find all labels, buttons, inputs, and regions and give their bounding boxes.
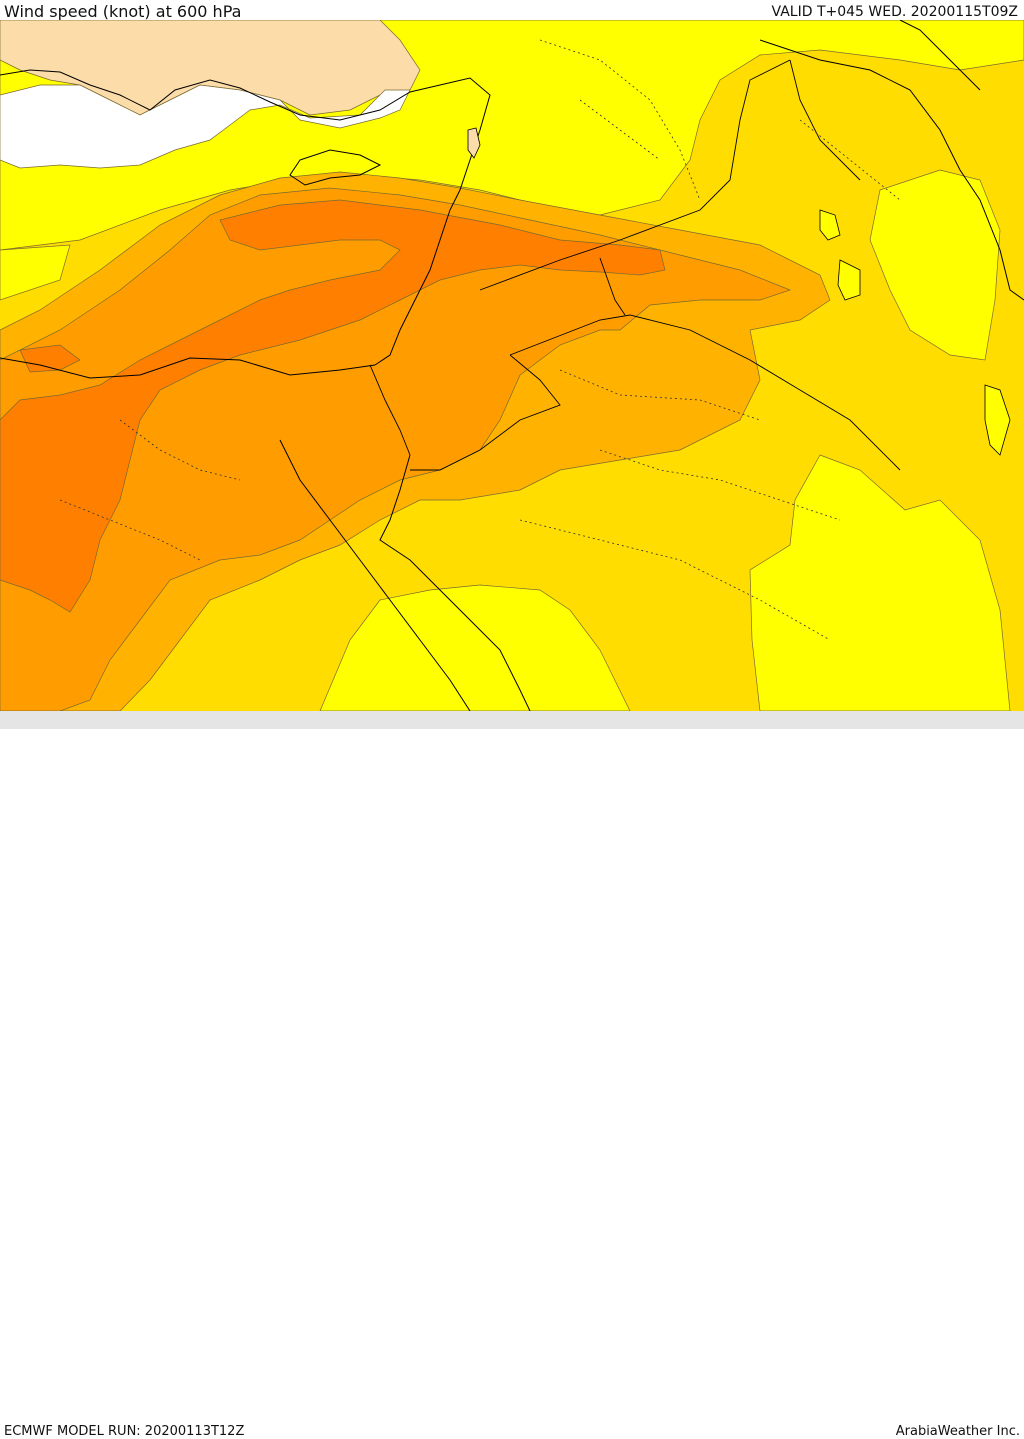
border-iraq-saudi	[599, 257, 626, 316]
island-qatar	[819, 209, 841, 241]
internal-borders	[59, 39, 901, 641]
border-jordan-iraq	[479, 59, 791, 291]
coastline-gulf	[759, 39, 1024, 301]
border-egypt-sudan-east	[369, 364, 411, 456]
map-footer: ECMWF MODEL RUN: 20200113T12Z ArabiaWeat…	[0, 711, 1024, 1439]
coastline-egypt	[0, 357, 376, 379]
contour-orange-3	[0, 199, 666, 613]
lake-dead-sea	[467, 127, 481, 159]
valid-time: VALID T+045 WED. 20200115T09Z	[771, 4, 1018, 20]
credit-label: ArabiaWeather Inc.	[895, 1424, 1020, 1439]
coastline-caspian	[899, 20, 981, 91]
contour-orange-3b	[19, 344, 81, 373]
contour-yellow-east	[869, 169, 1001, 361]
contour-yellow-south	[319, 584, 631, 711]
contour-white	[0, 84, 411, 169]
coastline-redsea-east	[379, 454, 531, 711]
model-run: ECMWF MODEL RUN: 20200113T12Z	[4, 1424, 245, 1439]
map-header: Wind speed (knot) at 600 hPa VALID T+045…	[0, 0, 1024, 21]
coastline-north	[0, 69, 491, 211]
border-saudi-north	[509, 314, 901, 471]
contour-yellow-west-strip	[0, 244, 71, 301]
border-iraq-iran	[789, 59, 861, 181]
coastline-redsea-west	[279, 439, 471, 711]
map-title: Wind speed (knot) at 600 hPa	[4, 2, 242, 21]
borders	[369, 59, 901, 471]
island-bahrain	[837, 259, 861, 301]
wind-speed-map	[0, 20, 1024, 711]
lake-west	[984, 384, 1011, 456]
contour-orange-2	[0, 187, 792, 711]
coastline-levant	[374, 209, 451, 366]
coastlines	[0, 20, 1024, 711]
coastline-cyprus	[289, 149, 382, 186]
contour-yellow-southeast	[749, 454, 1011, 711]
border-saudi-jordan	[410, 354, 561, 471]
